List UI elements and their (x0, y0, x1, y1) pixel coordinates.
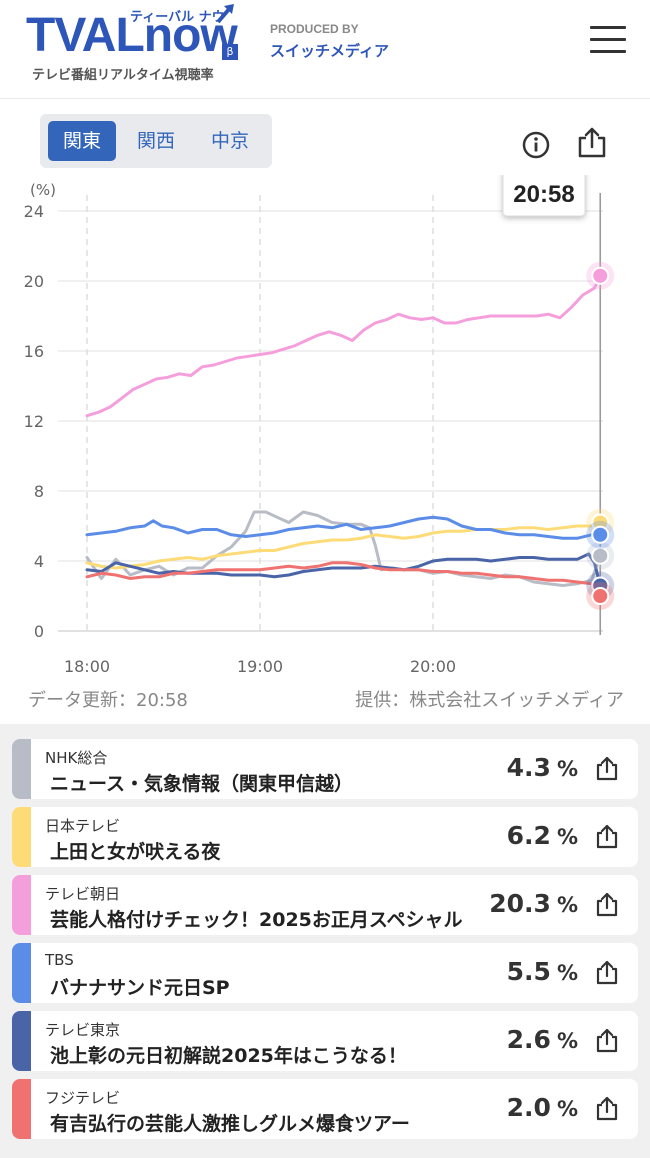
program-title: 有吉弘行の芸能人激推しグルメ爆食ツアー (50, 1113, 410, 1135)
rating-unit: % (556, 825, 578, 849)
share-icon[interactable] (593, 1095, 621, 1123)
share-icon[interactable] (593, 755, 621, 783)
program-card[interactable]: フジテレビ有吉弘行の芸能人激推しグルメ爆食ツアー 2.0% (12, 1079, 638, 1139)
produced-by-label: PRODUCED BY (270, 22, 359, 36)
data-updated-label: データ更新：20:58 (28, 690, 188, 711)
share-icon[interactable] (593, 1027, 621, 1055)
info-icon[interactable] (519, 128, 553, 162)
rating-line-chart[interactable]: 0 4 8 12 16 20 24 (%) 18:00 19:00 20:00 20:58 (0, 175, 650, 675)
station-name: NHK総合 (45, 749, 108, 767)
station-name: フジテレビ (45, 1089, 121, 1107)
station-name: 日本テレビ (45, 817, 121, 835)
producer-name[interactable]: スイッチメディア (270, 42, 389, 60)
share-icon[interactable] (593, 823, 621, 851)
tooltip-time: 20:58 (513, 181, 574, 208)
rating-number: 6.2 (506, 821, 551, 850)
app-header: TVALnow ティーバル ナウ β テレビ番組リアルタイム視聴率 PRODUC… (0, 0, 650, 99)
rating-number: 5.5 (506, 957, 551, 986)
rating-unit: % (556, 1029, 578, 1053)
channel-color-bar (12, 739, 31, 799)
share-icon[interactable] (593, 959, 621, 987)
x-tick-label: 18:00 (64, 657, 110, 675)
program-card[interactable]: テレビ朝日芸能人格付けチェック！2025お正月スペシャル 20.3% (12, 875, 638, 935)
rating-value: 2.6% (507, 1025, 578, 1054)
logo-ruby: ティーバル ナウ (130, 10, 225, 25)
series-line (85, 521, 602, 570)
producer-credit: PRODUCED BY スイッチメディア (270, 22, 389, 61)
y-tick-label: 16 (24, 342, 44, 361)
station-name: テレビ東京 (45, 1021, 121, 1039)
series-end-point (591, 266, 610, 285)
program-title: ニュース・気象情報（関東甲信越） (50, 773, 354, 795)
tvalnow-logo[interactable]: TVALnow ティーバル ナウ β テレビ番組リアルタイム視聴率 (26, 4, 246, 88)
program-card[interactable]: テレビ東京池上彰の元日初解説2025年はこうなる！ 2.6% (12, 1011, 638, 1071)
rating-value: 5.5% (507, 957, 578, 986)
series-line (85, 515, 602, 540)
y-tick-label: 12 (24, 412, 44, 431)
rating-unit: % (556, 757, 578, 781)
series-line (85, 561, 602, 598)
program-title: 上田と女が吠える夜 (50, 841, 221, 863)
series-line (85, 274, 602, 418)
rating-value: 20.3% (489, 889, 578, 918)
program-card[interactable]: TBS バナナサンド元日SP 5.5% (12, 943, 638, 1003)
program-card[interactable]: NHK総合ニュース・気象情報（関東甲信越） 4.3% (12, 739, 638, 799)
rating-number: 20.3 (489, 889, 551, 918)
rating-unit: % (556, 961, 578, 985)
channel-color-bar (12, 807, 31, 867)
series-end-point (591, 525, 610, 544)
program-title: 芸能人格付けチェック！2025お正月スペシャル (50, 909, 463, 931)
tooltip-box (502, 175, 586, 217)
series-end-point (591, 587, 610, 605)
tab-chukyo[interactable]: 中京 (210, 130, 249, 152)
rating-value: 2.0% (507, 1093, 578, 1122)
y-tick-label: 20 (24, 272, 44, 291)
share-icon[interactable] (575, 126, 609, 160)
rating-number: 2.6 (506, 1025, 551, 1054)
rating-unit: % (556, 893, 578, 917)
rating-unit: % (556, 1097, 578, 1121)
series-end-point (591, 546, 610, 565)
station-name: TBS (45, 951, 74, 969)
rating-value: 4.3% (507, 753, 578, 782)
channel-color-bar (12, 1079, 31, 1139)
channel-color-bar (12, 875, 31, 935)
y-tick-label: 0 (34, 622, 44, 641)
rating-value: 6.2% (507, 821, 578, 850)
program-card[interactable]: 日本テレビ上田と女が吠える夜 6.2% (12, 807, 638, 867)
program-title: 池上彰の元日初解説2025年はこうなる！ (50, 1045, 407, 1067)
logo-wordmark: TVALnow (26, 9, 238, 62)
y-tick-label: 24 (24, 202, 44, 221)
x-tick-label: 20:00 (410, 657, 456, 675)
channel-color-bar (12, 943, 31, 1003)
y-tick-label: 4 (34, 552, 44, 571)
y-axis-unit: (%) (30, 181, 56, 199)
region-selector: 関東 関西 中京 (40, 114, 272, 168)
share-icon[interactable] (593, 891, 621, 919)
logo-beta-badge: β (222, 44, 238, 60)
logo-tagline: テレビ番組リアルタイム視聴率 (32, 68, 214, 83)
y-tick-label: 8 (34, 482, 44, 501)
station-name: テレビ朝日 (45, 885, 121, 903)
program-title: バナナサンド元日SP (50, 977, 230, 999)
time-tooltip: 20:58 (502, 175, 586, 217)
channel-color-bar (12, 1011, 31, 1071)
tab-kansai[interactable]: 関西 (136, 130, 175, 152)
logo-arrow-icon (216, 4, 234, 24)
hamburger-menu-icon[interactable] (590, 26, 626, 56)
rating-number: 4.3 (506, 753, 551, 782)
tab-kanto[interactable]: 関東 (48, 121, 116, 161)
x-tick-label: 19:00 (237, 657, 283, 675)
provider-label: 提供：株式会社スイッチメディア (355, 690, 624, 711)
rating-number: 2.0 (506, 1093, 551, 1122)
